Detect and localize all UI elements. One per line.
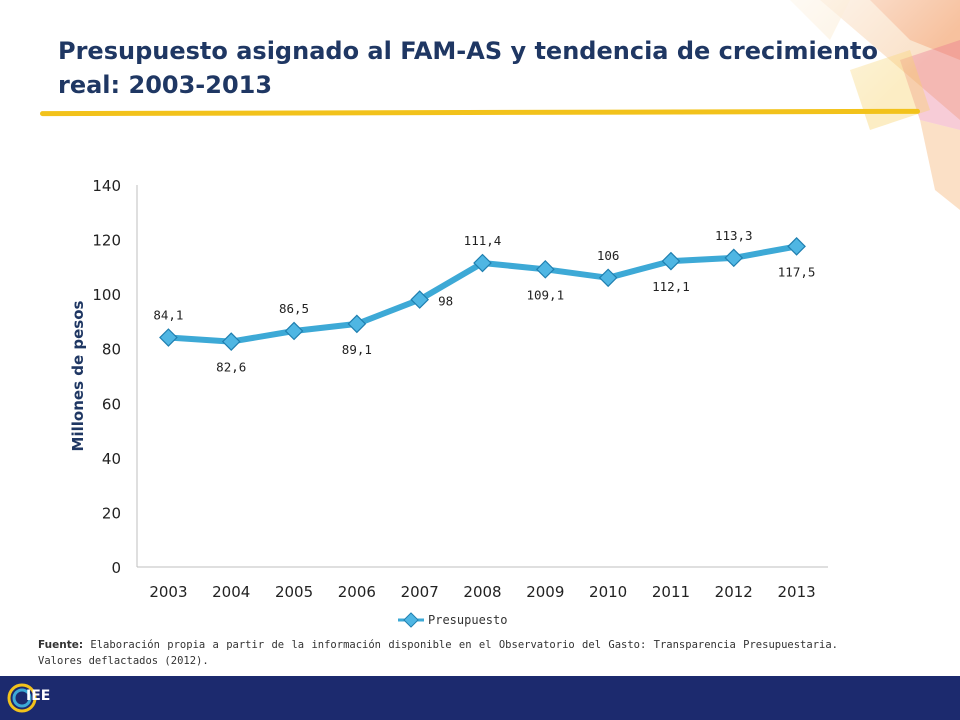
x-tick-label: 2007 — [401, 583, 439, 601]
x-tick-label: 2006 — [338, 583, 376, 601]
legend: Presupuesto — [398, 612, 507, 628]
x-tick-label: 2012 — [715, 583, 753, 601]
data-point-marker — [221, 332, 241, 351]
legend-marker — [403, 612, 419, 628]
y-tick-label: 80 — [102, 341, 121, 359]
y-axis-label: Millones de pesos — [69, 301, 87, 452]
data-label: 113,3 — [715, 228, 753, 243]
data-label: 111,4 — [464, 233, 502, 248]
data-label: 86,5 — [279, 301, 309, 316]
y-tick-label: 40 — [102, 450, 121, 468]
y-tick-label: 100 — [92, 286, 121, 304]
y-tick-label: 60 — [102, 395, 121, 413]
data-point-marker — [787, 237, 806, 256]
data-label: 82,6 — [216, 360, 246, 375]
data-labels: 84,1 82,6 86,5 89,1 98 111,4 109,1 106 112,1 113,… — [153, 228, 815, 375]
data-point-marker — [410, 290, 430, 309]
logo-text: IEE — [26, 688, 51, 704]
data-point-marker — [284, 321, 304, 341]
data-point-marker — [535, 259, 555, 279]
x-tick-label: 2008 — [463, 583, 501, 601]
data-point-marker — [724, 248, 744, 268]
data-point-marker — [159, 328, 178, 347]
x-tick-label: 2004 — [212, 583, 250, 601]
page-title: Presupuesto asignado al FAM-AS y tendenc… — [58, 37, 879, 99]
x-tick-label: 2003 — [149, 583, 187, 601]
y-tick-labels: 0 20 40 60 80 100 120 140 — [92, 177, 121, 577]
y-tick-label: 0 — [111, 559, 121, 577]
y-tick-label: 140 — [92, 177, 121, 195]
data-point-marker — [661, 251, 681, 271]
data-label: 106 — [597, 248, 620, 263]
x-tick-label: 2005 — [275, 583, 313, 601]
x-tick-label: 2013 — [777, 583, 815, 601]
iee-logo-icon — [7, 683, 37, 713]
data-label: 84,1 — [153, 308, 183, 323]
y-tick-label: 120 — [92, 232, 121, 250]
source-note: Fuente: Elaboración propia a partir de l… — [38, 637, 838, 669]
data-label: 109,1 — [526, 287, 564, 302]
data-point-marker — [347, 314, 367, 334]
source-text: Elaboración propia a partir de la inform… — [38, 639, 838, 667]
data-label: 98 — [438, 294, 453, 309]
source-label: Fuente: — [38, 639, 84, 651]
x-tick-label: 2010 — [589, 583, 627, 601]
legend-label: Presupuesto — [428, 613, 507, 627]
series-markers — [159, 237, 806, 351]
data-label: 89,1 — [342, 342, 372, 357]
x-tick-labels: 2003 2004 2005 2006 2007 2008 2009 2010 2011 2012… — [149, 583, 815, 601]
y-tick-label: 20 — [102, 504, 121, 522]
data-point-marker — [598, 268, 618, 288]
data-label: 112,1 — [652, 279, 690, 294]
x-tick-label: 2011 — [652, 583, 690, 601]
x-tick-label: 2009 — [526, 583, 564, 601]
footer-bar: IEE — [0, 676, 960, 720]
data-label: 117,5 — [778, 264, 816, 279]
data-point-marker — [473, 253, 492, 273]
